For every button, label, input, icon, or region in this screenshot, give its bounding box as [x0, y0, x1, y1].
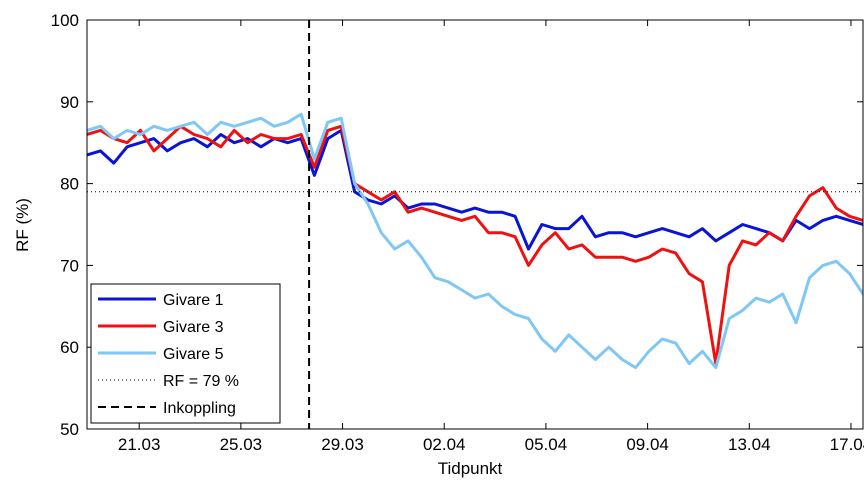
legend-label-3: Givare 5	[163, 346, 224, 363]
y-axis-label: RF (%)	[13, 198, 32, 252]
legend-label-2: Givare 3	[163, 319, 224, 336]
legend-label-1: Givare 1	[163, 292, 224, 309]
x-axis-label: Tidpunkt	[438, 459, 503, 478]
series-group	[87, 112, 863, 370]
plot-frame	[86, 19, 864, 430]
x-tick-label: 13.04	[728, 435, 771, 454]
x-tick-label: 02.04	[423, 435, 466, 454]
x-tick-label: 25.03	[220, 435, 263, 454]
y-tick-label: 50	[60, 420, 79, 439]
y-tick-label: 60	[60, 338, 79, 357]
x-tick-label: 09.04	[626, 435, 669, 454]
legend: Givare 1 Givare 3 Givare 5 RF = 79 % Inkoppl…	[90, 283, 281, 424]
x-tick-label: 17.04	[830, 435, 864, 454]
x-axis-ticks: 21.03 25.03 29.03 02.04 05.04 09.04 13.04 17.04	[118, 20, 864, 454]
series-line-2	[87, 124, 863, 366]
legend-label-4: RF = 79 %	[163, 373, 239, 390]
reference-lines	[87, 20, 863, 429]
y-tick-label: 100	[51, 11, 79, 30]
y-axis-ticks: 50 60 70 80 90 100	[51, 11, 863, 439]
x-tick-label: 05.04	[525, 435, 568, 454]
series-line-3	[87, 112, 863, 370]
legend-label-5: Inkoppling	[163, 400, 236, 417]
x-tick-label: 29.03	[321, 435, 364, 454]
y-tick-label: 80	[60, 175, 79, 194]
x-tick-label: 21.03	[118, 435, 161, 454]
series-line-1	[87, 128, 863, 251]
y-tick-label: 70	[60, 256, 79, 275]
y-tick-label: 90	[60, 93, 79, 112]
